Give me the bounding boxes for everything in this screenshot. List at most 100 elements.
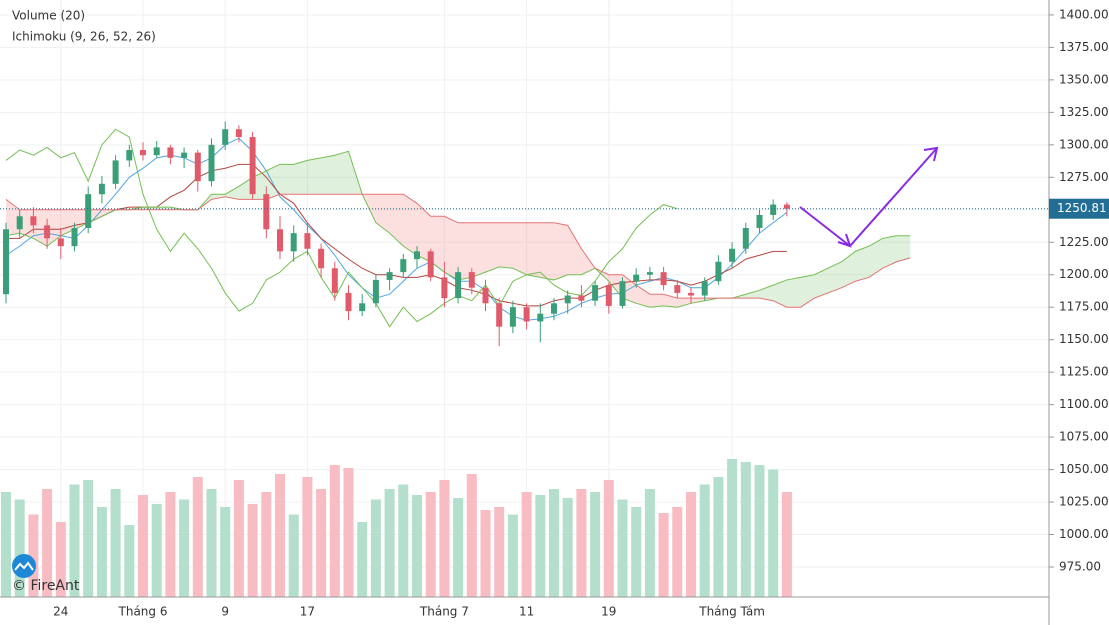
logo-icon (12, 554, 36, 578)
candle-body (455, 272, 462, 299)
volume-bar (370, 499, 381, 597)
volume-bar (179, 499, 190, 597)
cloud-segment (869, 238, 883, 278)
y-tick-label: 1275.00 (1059, 170, 1109, 184)
candle-body (318, 248, 325, 269)
candle-body (153, 147, 160, 156)
volume-bar (192, 477, 203, 597)
y-tick-label: 1100.00 (1059, 397, 1109, 411)
volume-bar (781, 492, 792, 597)
volume-bar (275, 474, 285, 597)
volume-bar (453, 498, 464, 597)
y-tick-label: 1000.00 (1059, 527, 1109, 541)
volume-bar (699, 484, 710, 597)
candle-body (441, 277, 448, 299)
candle-body (674, 285, 681, 293)
cloud-segment (581, 248, 596, 275)
volume-bar (316, 489, 327, 597)
volume-bar (754, 465, 765, 597)
x-tick-label: 24 (53, 605, 68, 619)
ichimoku-cloud (6, 151, 911, 308)
cloud-segment (444, 216, 459, 280)
cloud-segment (499, 222, 513, 269)
cloud-segment (307, 157, 322, 195)
cloud-segment (293, 160, 308, 195)
cloud-segment (800, 274, 815, 308)
cloud-segment (156, 207, 171, 210)
volume-bar (69, 484, 80, 597)
x-tick-label: Tháng Tám (698, 605, 765, 619)
candle-body (331, 268, 338, 293)
candle-body (16, 216, 23, 230)
candle-body (30, 216, 37, 226)
cloud-segment (512, 222, 527, 275)
ichimoku-span_b (5, 193, 911, 308)
cloud-segment (60, 209, 75, 236)
arrow-up (849, 147, 938, 247)
candle-body (605, 285, 612, 306)
volume-bar (55, 522, 66, 597)
candle-body (3, 229, 9, 295)
arrow-down (799, 206, 851, 247)
cloud-segment (225, 186, 239, 200)
volume-bar (768, 469, 779, 597)
y-tick-label: 1125.00 (1059, 365, 1109, 379)
candle-body (742, 227, 749, 249)
x-tick-label: 9 (221, 605, 229, 619)
candle-body (427, 251, 434, 278)
cloud-segment (252, 170, 267, 200)
volume-bar (384, 489, 395, 597)
volume-bar (96, 507, 107, 597)
cloud-segment (677, 298, 691, 308)
candle-body (414, 251, 420, 260)
volume-bar (590, 492, 601, 597)
cloud-segment (33, 209, 48, 247)
candle-body (551, 303, 557, 314)
volume-bar (412, 495, 422, 597)
y-tick-label: 1175.00 (1059, 300, 1109, 314)
axes: 975.00 1000.00 1025.00 1050.00 1075.00 1100.0… (0, 7, 1109, 619)
volume-bar (1, 492, 11, 597)
cloud-segment (567, 225, 582, 275)
cloud-segment (238, 177, 253, 200)
volume-bar (151, 504, 162, 597)
volume-bar (425, 492, 436, 597)
volume-bar (343, 468, 354, 597)
last-price-label: 1250.81 (1057, 201, 1107, 215)
cloud-segment (896, 235, 911, 262)
volume-bar (480, 510, 491, 597)
cloud-segment (814, 268, 828, 299)
candle-body (633, 274, 640, 282)
x-tick-label: 11 (519, 605, 534, 619)
volume-bar (562, 498, 573, 597)
volume-bar (302, 477, 313, 597)
logo-mark (14, 561, 34, 571)
ichimoku-tenkan (5, 137, 788, 321)
y-tick-label: 1225.00 (1059, 235, 1109, 249)
cloud-segment (773, 279, 787, 308)
volume-bar (439, 480, 450, 597)
x-tick-label: 19 (601, 605, 616, 619)
y-tick-label: 1050.00 (1059, 462, 1109, 476)
candle-body (578, 295, 585, 301)
cloud-segment (636, 285, 650, 308)
cloud-segment (786, 277, 801, 308)
volume-bar (740, 462, 751, 597)
volume-bar (329, 465, 340, 597)
y-tick-label: 1325.00 (1059, 105, 1109, 119)
candle-body (496, 303, 503, 327)
candle-body (386, 272, 393, 280)
cloud-segment (458, 222, 472, 280)
volume-bar (28, 514, 39, 597)
candle-body (646, 272, 653, 275)
candle-body (181, 152, 188, 158)
y-tick-label: 1025.00 (1059, 495, 1109, 509)
volume-bar (398, 484, 409, 597)
candle-body (167, 147, 174, 158)
cloud-segment (334, 151, 349, 195)
cloud-segment (375, 194, 390, 234)
candle-body (523, 307, 530, 322)
volume-bar (220, 507, 231, 597)
cloud-segment (403, 194, 417, 256)
candle-body (98, 183, 105, 195)
